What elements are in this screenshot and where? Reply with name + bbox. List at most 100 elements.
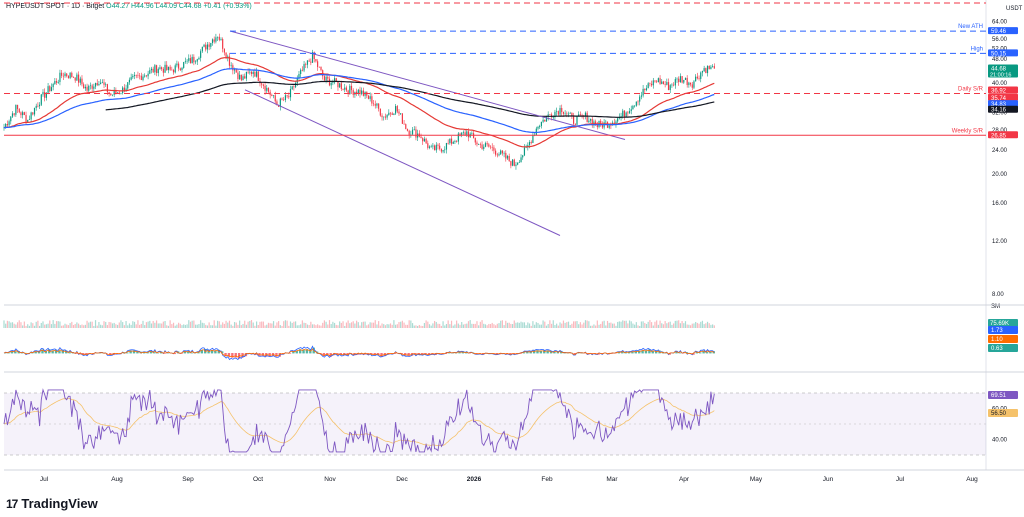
volume-bar xyxy=(22,325,24,328)
volume-bar xyxy=(456,320,458,328)
candle-body xyxy=(501,150,503,154)
macd-histogram-bar xyxy=(298,349,302,354)
candle-body xyxy=(264,85,266,91)
volume-bar xyxy=(564,322,566,328)
volume-bar xyxy=(147,321,149,328)
volume-bar xyxy=(232,325,234,328)
macd-histogram-bar xyxy=(461,351,465,354)
volume-bar xyxy=(255,321,258,328)
macd-histogram-bar xyxy=(648,349,651,354)
candle-body xyxy=(317,61,319,67)
candle-body xyxy=(318,66,320,68)
candle-body xyxy=(433,145,436,151)
volume-bar xyxy=(413,325,415,328)
macd-histogram-bar xyxy=(136,351,139,354)
volume-bar xyxy=(445,324,448,328)
volume-bar xyxy=(605,325,607,328)
macd-histogram-bar xyxy=(268,353,271,357)
volume-bar xyxy=(155,320,158,328)
volume-bar xyxy=(447,320,449,328)
volume-bar xyxy=(310,321,312,328)
candle-body xyxy=(140,75,142,80)
volume-bar xyxy=(108,321,110,328)
volume-bar xyxy=(649,320,651,328)
volume-bar xyxy=(259,321,261,328)
volume-bar xyxy=(42,321,44,328)
volume-bar xyxy=(544,321,546,328)
candle-body xyxy=(379,108,381,116)
macd-histogram-bar xyxy=(539,350,543,354)
candle-body xyxy=(635,101,637,106)
volume-bar xyxy=(637,325,639,328)
volume-bar xyxy=(123,325,125,328)
tradingview-logo-text: TradingView xyxy=(21,496,98,511)
macd-histogram-bar xyxy=(146,352,149,354)
volume-bar xyxy=(625,320,627,328)
candle-body xyxy=(437,144,439,146)
candle-body xyxy=(425,138,427,144)
volume-bar xyxy=(679,323,681,328)
candle-body xyxy=(16,104,19,110)
macd-histogram-bar xyxy=(627,352,631,354)
candle-body xyxy=(457,133,459,142)
candle-body xyxy=(435,144,437,151)
volume-bar xyxy=(44,324,46,328)
volume-bar xyxy=(313,324,315,328)
volume-bar xyxy=(5,323,7,328)
volume-bar xyxy=(525,325,527,328)
candle-body xyxy=(208,44,210,47)
symbol-label[interactable]: HYPEUSDT SPOT · 1D · Bitget xyxy=(6,3,105,10)
volume-bar xyxy=(72,325,75,328)
candle-body xyxy=(11,113,14,117)
volume-bar xyxy=(179,323,181,328)
tradingview-logo[interactable]: 17 TradingView xyxy=(6,496,98,511)
candle-body xyxy=(132,75,134,78)
candle-body xyxy=(222,39,224,49)
volume-bar xyxy=(420,325,422,328)
currency-label: USDT xyxy=(1006,6,1023,12)
candle-body xyxy=(223,48,225,53)
volume-bar xyxy=(571,323,573,328)
candle-body xyxy=(500,150,502,155)
candle-body xyxy=(578,114,580,117)
volume-bar xyxy=(632,323,634,328)
volume-bar xyxy=(323,320,325,328)
price-label-text: 59.46 xyxy=(991,29,1007,35)
candle-body xyxy=(452,141,454,144)
macd-histogram-bar xyxy=(37,351,41,354)
volume-bar xyxy=(105,321,107,328)
volume-bar xyxy=(81,324,83,328)
macd-histogram-bar xyxy=(336,353,339,355)
candle-body xyxy=(89,85,92,87)
macd-histogram-bar xyxy=(699,352,702,354)
candle-body xyxy=(683,80,685,83)
candle-body xyxy=(120,92,122,94)
volume-bar xyxy=(639,325,641,328)
volume-bar xyxy=(491,322,493,328)
candle-body xyxy=(174,65,176,73)
chart-header: HYPEUSDT SPOT · 1D · Bitget O44.27 H44.9… xyxy=(6,3,252,10)
volume-bar xyxy=(333,322,336,328)
candle-body xyxy=(649,83,651,84)
candle-body xyxy=(667,82,670,91)
y-tick-label: 24.00 xyxy=(992,148,1008,154)
candle-body xyxy=(576,116,578,125)
volume-bar xyxy=(584,320,587,328)
volume-bar xyxy=(437,323,439,328)
candle-body xyxy=(84,86,86,89)
macd-histogram-bar xyxy=(376,353,380,355)
candle-body xyxy=(100,82,102,85)
candle-body xyxy=(389,112,392,114)
candle-body xyxy=(489,146,492,148)
candle-body xyxy=(94,83,97,87)
volume-bar xyxy=(408,320,410,328)
volume-bar xyxy=(300,324,302,328)
volume-bar xyxy=(203,323,205,328)
volume-bar xyxy=(615,325,617,328)
candle-body xyxy=(486,143,488,145)
candle-body xyxy=(127,82,129,89)
candle-body xyxy=(422,138,424,142)
candle-body xyxy=(196,59,198,62)
candle-body xyxy=(395,106,397,114)
